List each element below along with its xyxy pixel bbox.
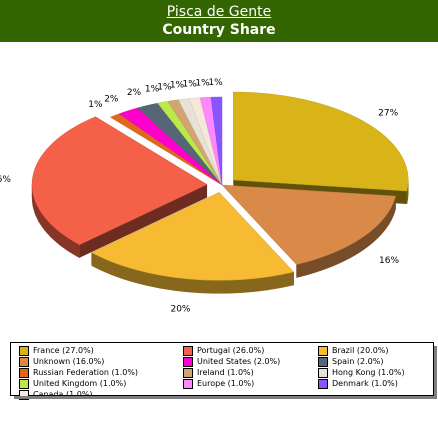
- legend: France (27.0%) Portugal (26.0%) Brazil (20…: [10, 342, 437, 400]
- legend-label-france: France (27.0%): [33, 346, 94, 355]
- legend-label-brazil: Brazil (20.0%): [332, 346, 389, 355]
- legend-label-spain: Spain (2.0%): [332, 357, 384, 366]
- legend-swatch-brazil: [318, 346, 328, 356]
- pie-data-label-europe: 1%: [195, 79, 210, 89]
- legend-label-ireland: Ireland (1.0%): [197, 368, 254, 377]
- legend-swatch-ireland: [183, 368, 193, 378]
- pie-slice-brazil[interactable]: [91, 192, 295, 281]
- legend-swatch-europe: [183, 379, 193, 389]
- chart-title: Country Share: [162, 22, 276, 38]
- pie-data-label-portugal: 26%: [0, 175, 11, 185]
- legend-label-russian-federation: Russian Federation (1.0%): [33, 368, 139, 377]
- pie-label-layer: 27%16%20%26%1%2%2%1%1%1%1%1%1%: [0, 78, 400, 314]
- legend-label-unknown: Unknown (16.0%): [33, 357, 105, 366]
- pie-slice-portugal[interactable]: [31, 116, 208, 245]
- legend-label-denmark: Denmark (1.0%): [332, 379, 398, 388]
- legend-label-hong-kong: Hong Kong (1.0%): [332, 368, 405, 377]
- pie-data-label-spain: 2%: [127, 88, 142, 98]
- legend-label-united-states: United States (2.0%): [197, 357, 281, 366]
- legend-swatch-denmark: [318, 379, 328, 389]
- pie-slice-france[interactable]: [233, 91, 409, 192]
- legend-label-europe: Europe (1.0%): [197, 379, 255, 388]
- legend-swatch-unknown: [19, 357, 29, 367]
- chart-header: Pisca de Gente Country Share: [0, 0, 438, 42]
- legend-swatch-united-kingdom: [19, 379, 29, 389]
- pie-slice-unknown[interactable]: [221, 184, 396, 265]
- pie-data-label-hong-kong: 1%: [170, 81, 185, 91]
- pie-chart: 27%16%20%26%1%2%2%1%1%1%1%1%1%: [0, 78, 409, 314]
- legend-swatch-spain: [318, 357, 328, 367]
- legend-label-canada: Canada (1.0%): [33, 390, 93, 399]
- pie-data-label-unknown: 16%: [379, 256, 399, 266]
- pie-slice-denmark[interactable]: [210, 96, 223, 186]
- pie-wall-portugal-0: [79, 184, 208, 258]
- legend-label-united-kingdom: United Kingdom (1.0%): [33, 379, 127, 388]
- legend-swatch-hong-kong: [318, 368, 328, 378]
- legend-swatch-united-states: [183, 357, 193, 367]
- legend-swatch-canada: [19, 390, 29, 400]
- pie-data-label-united-states: 2%: [104, 94, 119, 104]
- pie-data-label-united-kingdom: 1%: [145, 84, 160, 94]
- legend-swatch-portugal: [183, 346, 193, 356]
- pie-data-label-france: 27%: [378, 108, 398, 118]
- legend-label-portugal: Portugal (26.0%): [197, 346, 265, 355]
- pie-data-label-canada: 1%: [183, 79, 198, 89]
- legend-swatch-france: [19, 346, 29, 356]
- pie-data-label-ireland: 1%: [157, 82, 172, 92]
- pie-top-layer: [31, 91, 409, 281]
- pie-data-label-denmark: 1%: [208, 78, 223, 88]
- pie-data-label-russian-federation: 1%: [88, 100, 103, 110]
- site-title-link[interactable]: Pisca de Gente: [166, 4, 272, 20]
- pie-data-label-brazil: 20%: [170, 304, 190, 314]
- legend-swatch-russian-federation: [19, 368, 29, 378]
